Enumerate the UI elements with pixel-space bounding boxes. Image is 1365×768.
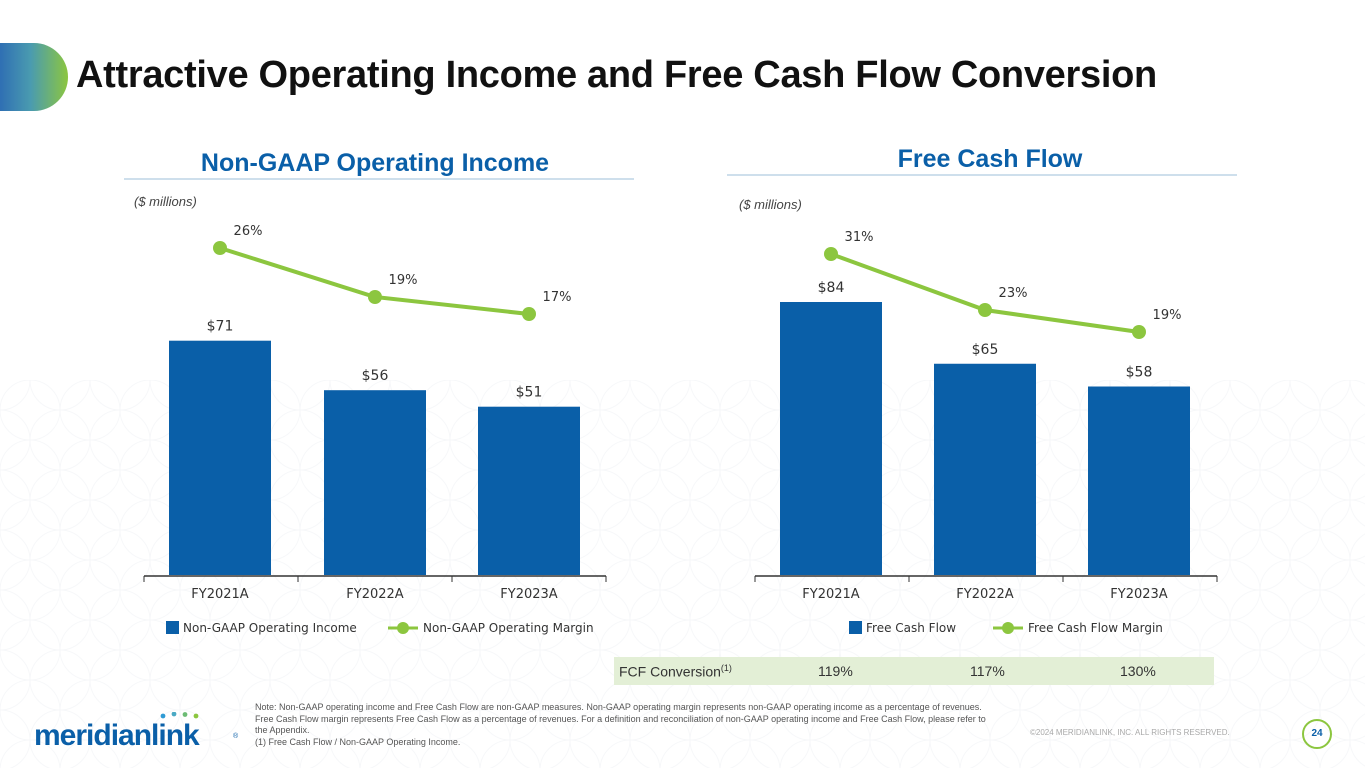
bar (478, 406, 580, 575)
margin-point (824, 247, 838, 261)
bar-data-label: $56 (362, 368, 389, 384)
bar-data-label: $51 (516, 385, 543, 401)
free-cash-flow-chart: Free Cash Flow ($ millions) $84 $65 $58 FY202… (725, 140, 1245, 650)
fcf-conversion-value: 119% (818, 663, 853, 679)
bar-data-label: $65 (972, 342, 999, 358)
fcf-conversion-value: 117% (970, 663, 1005, 679)
margin-data-label: 19% (389, 273, 418, 288)
svg-text:®: ® (233, 732, 239, 740)
legend-bar-swatch (849, 621, 862, 634)
bar-data-label: $71 (207, 319, 234, 335)
unit-note: ($ millions) (134, 194, 197, 209)
x-tick-label: FY2023A (1110, 587, 1168, 602)
margin-data-label: 19% (1153, 308, 1182, 323)
chart-svg: Non-GAAP Operating Income ($ millions) $71… (124, 149, 634, 635)
fcf-conversion-row: FCF Conversion(1) 119% 117% 130% (614, 657, 1214, 685)
legend-label: Non-GAAP Operating Income (183, 621, 357, 635)
svg-text:meridianlink: meridianlink (34, 719, 200, 752)
meridianlink-logo: meridianlink ® (34, 711, 244, 757)
bar-data-label: $58 (1126, 365, 1153, 381)
margin-data-label: 17% (543, 290, 572, 305)
margin-point (368, 290, 382, 304)
footnote-1: (1) Free Cash Flow / Non-GAAP Operating … (255, 736, 461, 747)
margin-point (213, 241, 227, 255)
bar (1088, 386, 1190, 575)
margin-line (219, 246, 530, 316)
margin-data-label: 26% (234, 224, 263, 239)
fcf-footnote-mark: (1) (720, 663, 732, 673)
legend-label: Non-GAAP Operating Margin (423, 621, 594, 635)
footnote-note: Note: Non-GAAP operating income and Free… (255, 702, 986, 736)
bar-data-label: $84 (818, 280, 845, 296)
bar (934, 363, 1036, 575)
legend-bar-swatch (166, 621, 179, 634)
bar (169, 340, 271, 575)
operating-income-chart: Non-GAAP Operating Income ($ millions) $71… (120, 140, 640, 650)
page-number: 24 (1302, 719, 1332, 749)
bar (780, 302, 882, 575)
legend-label: Free Cash Flow Margin (1028, 621, 1163, 635)
footnotes: Note: Non-GAAP operating income and Free… (255, 702, 995, 748)
margin-data-label: 31% (845, 230, 874, 245)
title-accent-tab (0, 43, 68, 111)
legend-label: Free Cash Flow (866, 621, 956, 635)
margin-point (978, 303, 992, 317)
copyright: ©2024 MERIDIANLINK, INC. ALL RIGHTS RESE… (1030, 728, 1230, 737)
chart-title: Non-GAAP Operating Income (201, 149, 549, 177)
unit-note: ($ millions) (739, 197, 802, 212)
fcf-conversion-label: FCF Conversion(1) (619, 663, 732, 680)
x-tick-label: FY2021A (191, 587, 249, 602)
x-tick-label: FY2021A (802, 587, 860, 602)
legend-line-marker (1002, 622, 1014, 634)
legend-line-marker (397, 622, 409, 634)
x-tick-label: FY2022A (346, 587, 404, 602)
margin-point (1132, 325, 1146, 339)
margin-data-label: 23% (999, 286, 1028, 301)
chart-svg: Free Cash Flow ($ millions) $84 $65 $58 FY202… (727, 145, 1237, 635)
chart-title: Free Cash Flow (898, 145, 1083, 173)
x-tick-label: FY2022A (956, 587, 1014, 602)
fcf-conversion-value: 130% (1120, 663, 1156, 679)
margin-point (522, 307, 536, 321)
bar (324, 390, 426, 575)
page-title: Attractive Operating Income and Free Cas… (76, 54, 1157, 96)
x-tick-label: FY2023A (500, 587, 558, 602)
